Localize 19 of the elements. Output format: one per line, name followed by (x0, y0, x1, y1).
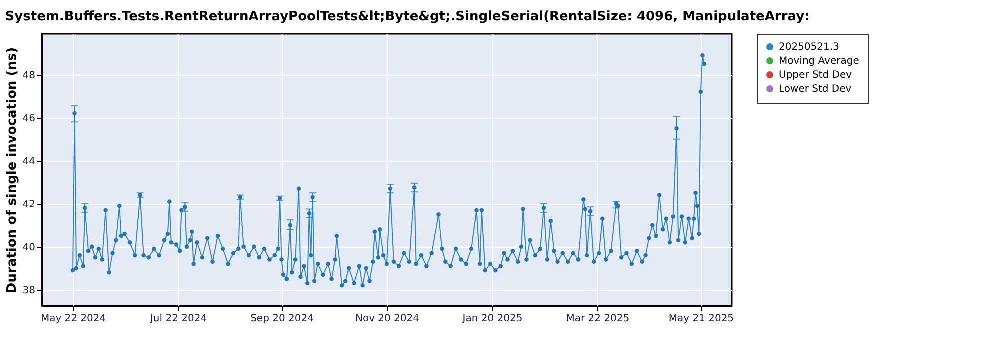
y-tick-label: 42 (22, 199, 36, 210)
legend-label: Upper Std Dev (779, 70, 852, 81)
x-tick-label: May 22 2024 (40, 314, 106, 324)
y-tick-label: 38 (22, 285, 36, 296)
y-tick-label: 46 (22, 113, 36, 124)
legend-label: Lower Std Dev (779, 84, 852, 95)
x-tick-label: Jul 22 2024 (149, 314, 208, 324)
chart-title: System.Buffers.Tests.RentReturnArrayPoolTests&lt;Byte&gt;.SingleSerial(RentalSize: 4096, ManipulateArray: (5, 10, 810, 24)
y-tick-label: 40 (22, 242, 36, 254)
x-tick-label: May 21 2025 (668, 314, 734, 324)
y-tick-label: 44 (22, 156, 36, 168)
x-tick-label: Jan 20 2025 (462, 314, 523, 324)
legend-label: Moving Average (779, 56, 860, 67)
legend-label: 20250521.3 (779, 42, 840, 53)
x-tick-label: Nov 20 2024 (355, 314, 420, 324)
x-tick-label: Mar 22 2025 (566, 314, 630, 324)
x-tick-label: Sep 20 2024 (250, 314, 314, 324)
y-tick-label: 48 (22, 70, 36, 82)
y-axis-title: Duration of single invocation (ns) (4, 47, 20, 294)
